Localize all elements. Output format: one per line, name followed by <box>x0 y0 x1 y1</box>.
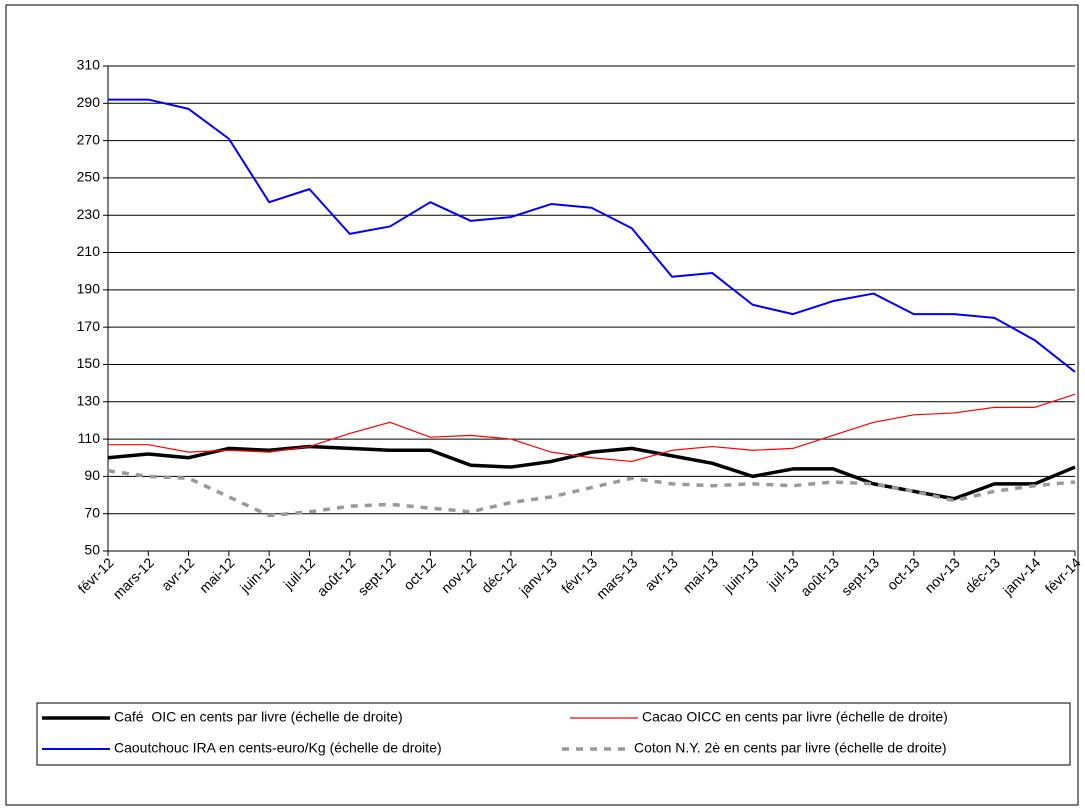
chart-border <box>5 4 1079 806</box>
y-tick-label: 130 <box>77 392 101 408</box>
y-tick-label: 250 <box>77 169 101 185</box>
series-line <box>108 98 1076 373</box>
legend-label: Café OIC en cents par livre (échelle de … <box>114 709 403 725</box>
y-tick-label: 110 <box>78 430 101 446</box>
series-line <box>107 469 1076 518</box>
y-tick-label: 290 <box>77 94 101 110</box>
series-line <box>107 444 1076 501</box>
legend-label: Coton N.Y. 2è en cents par livre (échell… <box>634 740 947 756</box>
y-tick-label: 310 <box>77 57 101 73</box>
y-tick-label: 50 <box>84 542 100 558</box>
y-tick-label: 170 <box>77 318 101 334</box>
y-tick-label: 210 <box>77 243 101 259</box>
y-tick-label: 190 <box>77 281 101 297</box>
y-tick-label: 90 <box>84 467 100 483</box>
y-tick-label: 70 <box>84 504 100 520</box>
y-tick-label: 270 <box>77 131 101 147</box>
y-tick-label: 230 <box>77 206 101 222</box>
series-line <box>108 393 1076 463</box>
legend-label: Cacao OICC en cents par livre (échelle d… <box>642 709 948 725</box>
legend-box <box>36 702 1071 766</box>
y-tick-label: 150 <box>77 355 101 371</box>
legend-label: Caoutchouc IRA en cents-euro/Kg (échelle… <box>114 740 442 756</box>
